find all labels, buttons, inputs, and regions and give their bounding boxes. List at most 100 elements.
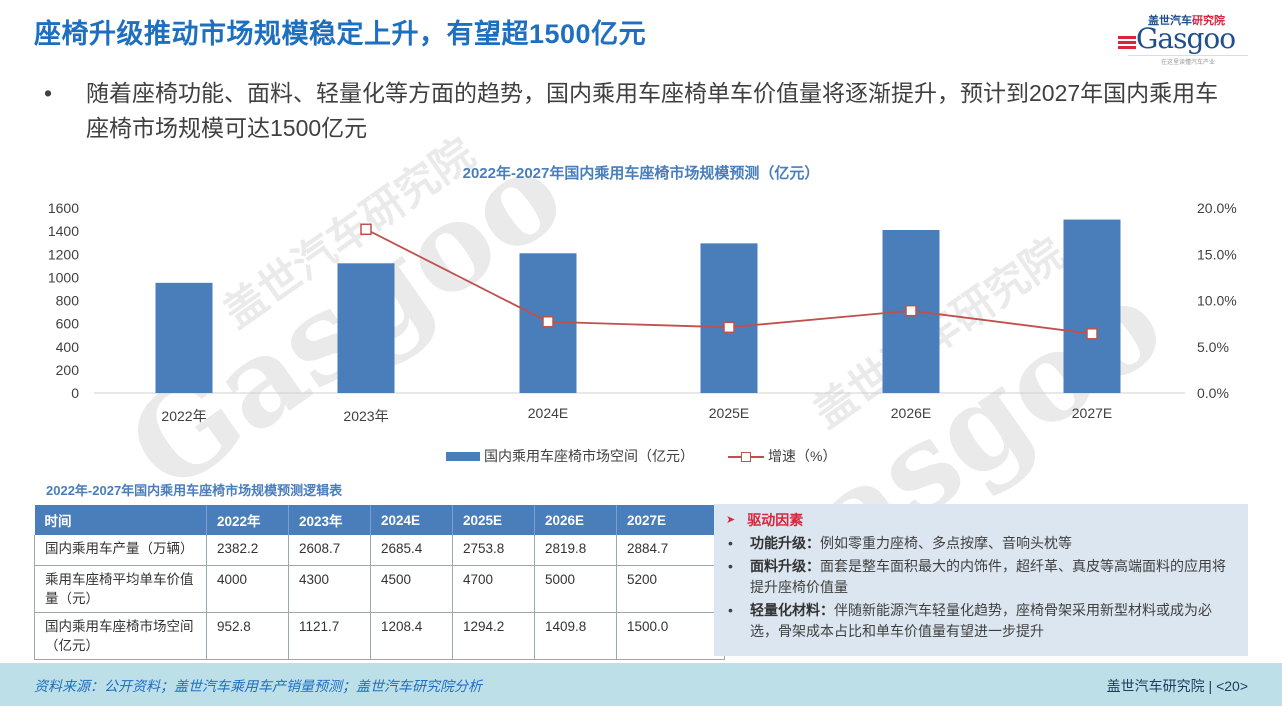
legend-bar-swatch-icon	[446, 451, 480, 461]
driver-label: 轻量化材料：	[750, 602, 834, 618]
bullet-dot-icon: •	[728, 535, 733, 551]
table-row: 国内乘用车产量（万辆） 2382.2 2608.7 2685.4 2753.8 …	[34, 535, 725, 566]
table-header-cell: 2023年	[288, 505, 371, 535]
market-size-chart: 1600 1400 1200 1000 800 600 400 200 0 20.0% 15.0%…	[48, 200, 1237, 424]
page-number: 盖世汽车研究院 | <20>	[1106, 678, 1248, 694]
driver-item: • 功能升级：例如零重力座椅、多点按摩、音响头枕等	[724, 533, 1238, 554]
summary-bullet: • 随着座椅功能、面料、轻量化等方面的趋势，国内乘用车座椅单车价值量将逐渐提升，…	[44, 76, 1234, 146]
table-header-cell: 2025E	[452, 505, 535, 535]
chart-legend: 国内乘用车座椅市场空间（亿元） 增速（%）	[446, 446, 836, 466]
table-header-cell: 2026E	[534, 505, 617, 535]
table-cell: 国内乘用车座椅市场空间（亿元）	[34, 612, 207, 660]
left-axis-tick: 600	[56, 316, 80, 332]
table-title: 2022年-2027年国内乘用车座椅市场规模预测逻辑表	[46, 483, 343, 498]
table-cell: 5200	[616, 565, 725, 613]
table-cell: 1208.4	[370, 612, 453, 660]
legend-line-label: 增速（%）	[768, 448, 837, 464]
source-note: 资料来源：公开资料；盖世汽车乘用车产销量预测；盖世汽车研究院分析	[34, 678, 482, 694]
category-label: 2024E	[528, 405, 568, 421]
summary-text: 随着座椅功能、面料、轻量化等方面的趋势，国内乘用车座椅单车价值量将逐渐提升，预计…	[86, 80, 1219, 141]
category-label: 2026E	[891, 405, 931, 421]
driver-text: 面套是整车面积最大的内饰件，超纤革、真皮等高端面料的应用将提升座椅价值量	[750, 558, 1226, 595]
bullet-dot-icon: •	[728, 602, 733, 618]
category-label: 2027E	[1072, 405, 1112, 421]
left-axis-tick: 200	[56, 362, 80, 378]
table-cell: 乘用车座椅平均单车价值量（元）	[34, 565, 207, 613]
growth-marker	[542, 316, 554, 328]
driver-label: 功能升级：	[750, 535, 820, 551]
left-axis-tick: 0	[71, 385, 79, 401]
table-cell: 1500.0	[616, 612, 725, 660]
growth-marker	[360, 223, 372, 236]
table-cell: 4500	[370, 565, 453, 613]
category-labels: 2022年 2023年 2024E 2025E 2026E 2027E	[161, 405, 1112, 424]
right-axis-tick: 15.0%	[1197, 246, 1237, 262]
table-cell: 1409.8	[534, 612, 617, 660]
logo-cn: 盖世汽车研究院	[1148, 15, 1225, 27]
left-axis-tick: 800	[56, 293, 80, 309]
right-axis-tick: 10.0%	[1197, 293, 1237, 309]
growth-marker	[905, 304, 917, 317]
logo-stripes-icon	[1118, 36, 1136, 51]
driver-item: • 面料升级：面套是整车面积最大的内饰件，超纤革、真皮等高端面料的应用将提升座椅…	[724, 556, 1238, 598]
table-header-row: 时间 2022年 2023年 2024E 2025E 2026E 2027E	[34, 505, 725, 535]
table-cell: 2685.4	[370, 535, 453, 566]
legend-bar-label: 国内乘用车座椅市场空间（亿元）	[484, 448, 694, 464]
category-label: 2023年	[343, 408, 388, 424]
footer: 资料来源：公开资料；盖世汽车乘用车产销量预测；盖世汽车研究院分析 盖世汽车研究院…	[0, 663, 1282, 706]
table-cell: 4300	[288, 565, 371, 613]
growth-marker	[1086, 328, 1098, 340]
table-cell: 4700	[452, 565, 535, 613]
table-header-cell: 2024E	[370, 505, 453, 535]
bullet-dot-icon: •	[728, 558, 733, 574]
left-axis-tick: 1000	[48, 269, 79, 285]
right-axis-tick: 20.0%	[1197, 200, 1237, 216]
table-cell: 2884.7	[616, 535, 725, 566]
logo-en: Gasgoo	[1136, 22, 1236, 55]
table-header-cell: 2022年	[206, 505, 289, 535]
table-row: 乘用车座椅平均单车价值量（元） 4000 4300 4500 4700 5000…	[34, 565, 725, 613]
table-cell: 2753.8	[452, 535, 535, 566]
table-cell: 1121.7	[288, 612, 371, 660]
table-cell: 4000	[206, 565, 289, 613]
legend-line-swatch-icon	[728, 450, 764, 462]
bar	[155, 282, 213, 393]
chart-title: 2022年-2027年国内乘用车座椅市场规模预测（亿元）	[462, 165, 820, 182]
category-label: 2025E	[709, 405, 749, 421]
left-axis-tick: 400	[56, 339, 80, 355]
table-cell: 2382.2	[206, 535, 289, 566]
page-title: 座椅升级推动市场规模稳定上升，有望超1500亿元	[34, 19, 647, 49]
category-label: 2022年	[161, 408, 206, 424]
table-cell: 国内乘用车产量（万辆）	[34, 535, 207, 566]
table-cell: 2608.7	[288, 535, 371, 566]
left-axis-tick: 1600	[48, 200, 79, 216]
growth-marker	[723, 321, 735, 334]
table-row: 国内乘用车座椅市场空间（亿元） 952.8 1121.7 1208.4 1294…	[34, 612, 725, 660]
driver-item: • 轻量化材料：伴随新能源汽车轻量化趋势，座椅骨架采用新型材料或成为必选，骨架成…	[724, 600, 1238, 642]
drivers-panel: ➤ 驱动因素 • 功能升级：例如零重力座椅、多点按摩、音响头枕等 • 面料升级：…	[714, 504, 1248, 656]
bullet-dot-icon: •	[44, 80, 53, 106]
arrow-right-icon: ➤	[726, 514, 736, 526]
right-axis-tick: 5.0%	[1197, 339, 1229, 355]
driver-text: 伴随新能源汽车轻量化趋势，座椅骨架采用新型材料或成为必选，骨架成本占比和单车价值…	[750, 602, 1212, 639]
table-cell: 1294.2	[452, 612, 535, 660]
bar	[337, 263, 395, 393]
growth-markers	[360, 223, 1098, 340]
table-header-cell: 时间	[34, 505, 207, 535]
bar	[1063, 219, 1121, 393]
right-axis-tick: 0.0%	[1197, 385, 1229, 401]
drivers-heading: ➤ 驱动因素	[724, 510, 1238, 531]
driver-text: 例如零重力座椅、多点按摩、音响头枕等	[820, 535, 1072, 551]
forecast-logic-table: 时间 2022年 2023年 2024E 2025E 2026E 2027E 国…	[34, 505, 725, 660]
left-axis-tick: 1200	[48, 246, 79, 262]
right-axis: 20.0% 15.0% 10.0% 5.0% 0.0%	[1197, 200, 1237, 401]
table-cell: 2819.8	[534, 535, 617, 566]
gasgoo-logo: 盖世汽车研究院 Gasgoo 在这里读懂汽车产业	[1118, 10, 1248, 66]
bar	[700, 243, 758, 393]
table-cell: 952.8	[206, 612, 289, 660]
left-axis-tick: 1400	[48, 223, 79, 239]
logo-tagline: 在这里读懂汽车产业	[1128, 55, 1248, 66]
bar-series	[155, 219, 1121, 393]
driver-label: 面料升级：	[750, 558, 820, 574]
table-cell: 5000	[534, 565, 617, 613]
